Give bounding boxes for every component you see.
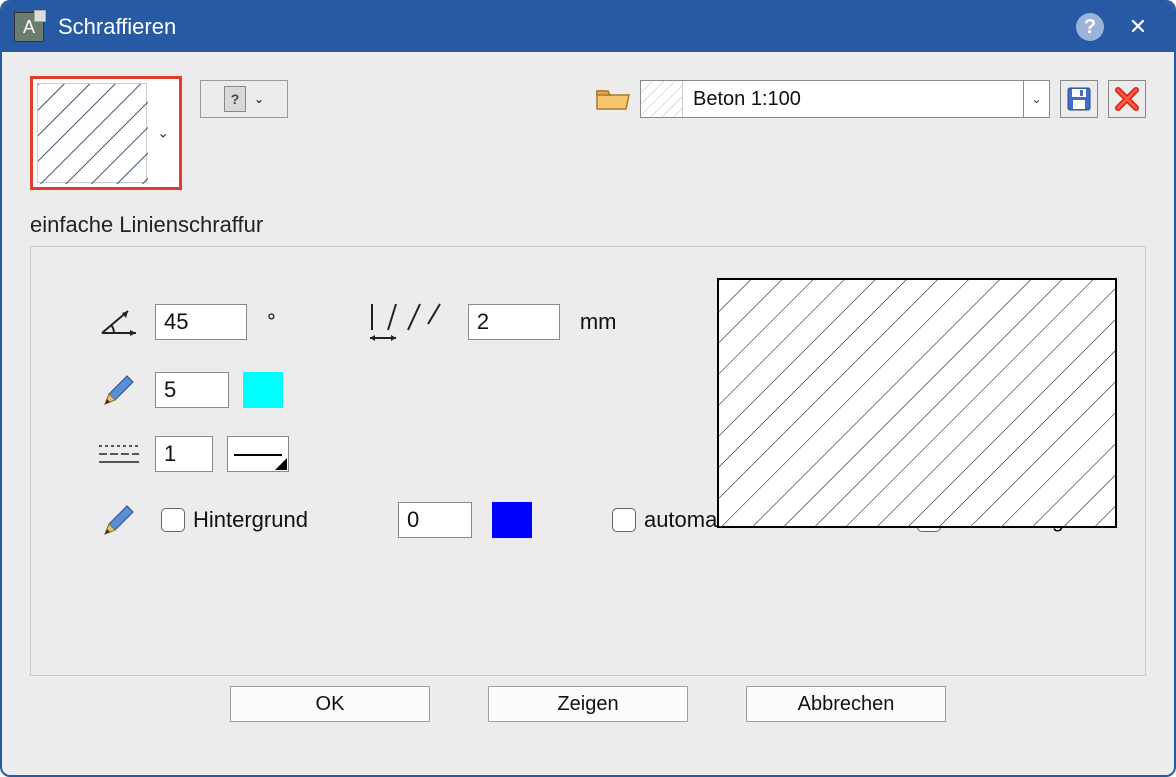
close-button[interactable]: ✕ <box>1114 3 1162 51</box>
spacing-input[interactable] <box>468 304 560 340</box>
close-icon: ✕ <box>1129 14 1147 40</box>
delete-button[interactable] <box>1108 80 1146 118</box>
angle-unit: ° <box>267 309 276 335</box>
hatch-preview <box>717 278 1117 528</box>
preset-toolbar: Beton 1:100 ⌄ <box>596 80 1146 118</box>
chevron-down-icon: ⌄ <box>157 125 169 142</box>
chevron-down-icon: ⌄ <box>254 92 264 106</box>
app-icon-letter: A <box>23 17 35 38</box>
ok-button[interactable]: OK <box>230 686 430 722</box>
linetype-input[interactable] <box>155 436 213 472</box>
background-checkbox[interactable]: Hintergrund <box>161 507 308 533</box>
bg-pen-icon <box>97 502 141 538</box>
titlebar: A Schraffieren ? ✕ <box>2 2 1174 52</box>
bg-input[interactable] <box>398 502 472 538</box>
help-icon: ? <box>1076 13 1104 41</box>
pen-input[interactable] <box>155 372 229 408</box>
save-button[interactable] <box>1060 80 1098 118</box>
spacing-icon <box>364 300 454 344</box>
angle-input[interactable] <box>155 304 247 340</box>
open-folder-button[interactable] <box>596 85 630 113</box>
pen-icon <box>97 372 141 408</box>
save-icon <box>1066 86 1092 112</box>
checkbox-icon <box>161 508 185 532</box>
top-row: ⌄ ? ⌄ <box>30 76 1146 190</box>
question-icon: ? <box>224 86 246 112</box>
help-button[interactable]: ? <box>1066 3 1114 51</box>
pen-color-swatch[interactable] <box>243 372 283 408</box>
footer-buttons: OK Zeigen Abbrechen <box>30 676 1146 736</box>
cancel-button[interactable]: Abbrechen <box>746 686 946 722</box>
show-button[interactable]: Zeigen <box>488 686 688 722</box>
angle-icon <box>97 307 141 337</box>
group-title: einfache Linienschraffur <box>30 212 1146 238</box>
preset-label: Beton 1:100 <box>683 88 1023 111</box>
app-icon: A <box>14 12 44 42</box>
content-area: ⌄ ? ⌄ <box>2 52 1174 775</box>
preset-select[interactable]: Beton 1:100 ⌄ <box>640 80 1050 118</box>
background-label: Hintergrund <box>193 507 308 533</box>
delete-icon <box>1114 86 1140 112</box>
dialog-window: A Schraffieren ? ✕ ⌄ <box>0 0 1176 777</box>
linetype-icon <box>97 440 141 468</box>
bg-color-swatch[interactable] <box>492 502 532 538</box>
template-dropdown[interactable]: ? ⌄ <box>200 80 288 118</box>
linetype-swatch[interactable] <box>227 436 289 472</box>
hatch-type-preview-icon <box>37 83 147 183</box>
spacing-unit: mm <box>580 309 617 335</box>
checkbox-icon <box>612 508 636 532</box>
window-title: Schraffieren <box>58 14 176 40</box>
hatch-type-dropdown[interactable]: ⌄ <box>30 76 182 190</box>
chevron-down-icon: ⌄ <box>1023 81 1049 117</box>
hatch-groupbox: ° mm <box>30 246 1146 676</box>
preset-swatch-icon <box>641 81 683 117</box>
